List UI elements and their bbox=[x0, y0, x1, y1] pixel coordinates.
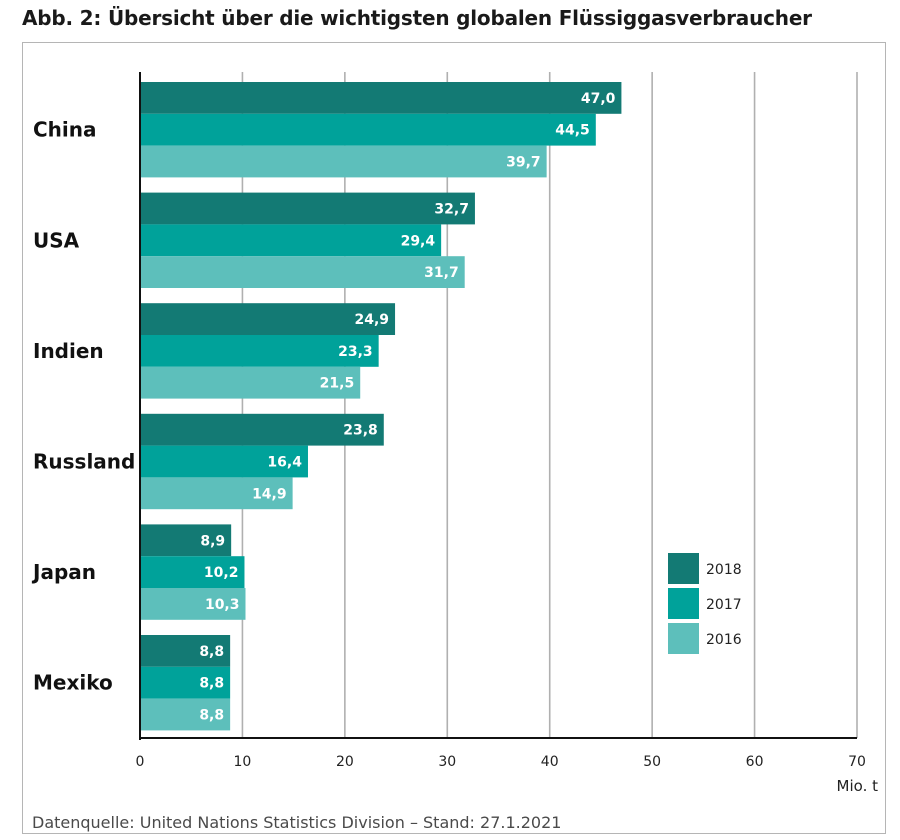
x-tick-label-0: 0 bbox=[136, 754, 145, 770]
bar-japan-2018 bbox=[140, 524, 232, 557]
x-tick-label-10: 10 bbox=[234, 754, 252, 770]
bar-indien-2016 bbox=[140, 366, 361, 399]
value-label-usa-2018: 32,7 bbox=[434, 202, 469, 218]
bar-indien-2018 bbox=[140, 303, 396, 335]
bar-japan-2017 bbox=[140, 556, 245, 588]
legend-swatch-2018 bbox=[668, 553, 699, 584]
legend-swatch-2017 bbox=[668, 588, 699, 619]
source-note: Datenquelle: United Nations Statistics D… bbox=[32, 813, 562, 832]
value-label-japan-2018: 8,9 bbox=[200, 533, 225, 549]
value-label-japan-2017: 10,2 bbox=[204, 565, 239, 581]
category-label-usa: USA bbox=[33, 228, 80, 252]
category-label-indien: Indien bbox=[33, 339, 104, 363]
bar-mexiko-2016 bbox=[140, 698, 231, 731]
value-label-indien-2018: 24,9 bbox=[355, 312, 390, 328]
value-label-russland-2018: 23,8 bbox=[343, 423, 378, 439]
bar-mexiko-2017 bbox=[140, 666, 231, 699]
value-label-mexiko-2016: 8,8 bbox=[199, 708, 224, 724]
legend-label-2017: 2017 bbox=[706, 597, 742, 613]
value-label-china-2016: 39,7 bbox=[506, 155, 541, 171]
value-label-indien-2017: 23,3 bbox=[338, 344, 373, 360]
x-tick-label-40: 40 bbox=[541, 754, 559, 770]
category-label-russland: Russland bbox=[33, 450, 135, 474]
bar-japan-2016 bbox=[140, 588, 246, 620]
value-label-russland-2016: 14,9 bbox=[252, 486, 287, 502]
value-label-indien-2016: 21,5 bbox=[320, 376, 355, 392]
x-tick-label-60: 60 bbox=[746, 754, 764, 770]
category-label-japan: Japan bbox=[31, 560, 96, 584]
value-label-mexiko-2017: 8,8 bbox=[199, 676, 224, 692]
legend-label-2018: 2018 bbox=[706, 562, 742, 578]
category-label-china: China bbox=[33, 118, 97, 142]
value-labels: 47,0 44,5 39,7 32,7 29,4 31,7 24,9 23,3 21,5 23,8… bbox=[199, 91, 615, 724]
bar-china-2016 bbox=[140, 145, 547, 178]
bar-usa-2017 bbox=[140, 224, 442, 257]
chart-frame bbox=[22, 42, 886, 834]
legend-swatch-2016 bbox=[668, 623, 699, 654]
legend-label-2016: 2016 bbox=[706, 632, 742, 648]
bar-indien-2017 bbox=[140, 335, 379, 367]
bar-china-2018 bbox=[140, 82, 622, 114]
bar-russland-2017 bbox=[140, 445, 308, 478]
value-label-china-2018: 47,0 bbox=[581, 91, 616, 107]
bar-russland-2018 bbox=[140, 413, 384, 446]
bar-usa-2016 bbox=[140, 256, 465, 288]
x-tick-label-20: 20 bbox=[336, 754, 354, 770]
x-tick-label-70: 70 bbox=[848, 754, 866, 770]
x-axis: 0 10 20 30 40 50 60 70 Mio. t bbox=[136, 72, 879, 795]
value-label-usa-2017: 29,4 bbox=[401, 233, 436, 249]
x-tick-label-30: 30 bbox=[438, 754, 456, 770]
legend: 2018 2017 2016 bbox=[668, 553, 742, 654]
bar-usa-2018 bbox=[140, 192, 475, 225]
bar-china-2017 bbox=[140, 113, 596, 146]
x-tick-label-50: 50 bbox=[643, 754, 661, 770]
value-label-mexiko-2018: 8,8 bbox=[199, 644, 224, 660]
bar-mexiko-2018 bbox=[140, 635, 231, 667]
value-label-usa-2016: 31,7 bbox=[424, 265, 459, 281]
x-axis-unit: Mio. t bbox=[837, 777, 879, 795]
category-label-mexiko: Mexiko bbox=[33, 671, 113, 695]
bar-russland-2016 bbox=[140, 477, 293, 510]
category-labels: China USA Indien Russland Japan Mexiko bbox=[31, 118, 135, 695]
bars bbox=[140, 82, 622, 731]
value-label-russland-2017: 16,4 bbox=[267, 455, 302, 471]
value-label-china-2017: 44,5 bbox=[555, 123, 590, 139]
chart-title: Abb. 2: Übersicht über die wichtigsten g… bbox=[22, 6, 812, 30]
value-label-japan-2016: 10,3 bbox=[205, 597, 240, 613]
gridlines bbox=[241, 72, 858, 738]
